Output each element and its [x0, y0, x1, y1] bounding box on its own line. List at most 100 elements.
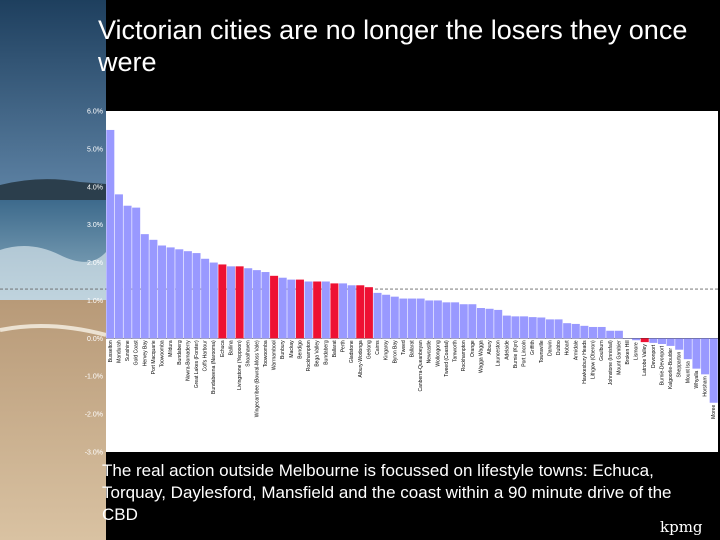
category-label: Perth — [341, 340, 347, 352]
category-label: Sunshine — [125, 340, 131, 361]
category-label: Port Lincoln — [522, 340, 528, 367]
bar — [433, 300, 442, 339]
y-tick-label: 1.0% — [87, 298, 103, 305]
category-label: Lismore — [634, 342, 640, 360]
bar — [261, 272, 270, 339]
bar — [597, 326, 606, 339]
bar — [287, 279, 296, 339]
category-label: Latrobe Valley — [642, 344, 648, 376]
category-label: Byron Bay — [392, 340, 398, 364]
category-label: Burnie (Kyn) — [513, 340, 519, 368]
bar — [468, 304, 477, 339]
category-label: Albury-Wodonga — [358, 340, 364, 377]
bar — [511, 316, 520, 339]
category-label: Orange — [470, 340, 476, 357]
category-label: Geelong — [366, 340, 372, 359]
bar — [330, 283, 339, 339]
bar — [416, 298, 425, 339]
category-label: Mildura — [168, 340, 174, 357]
category-label: Whyalla — [694, 370, 700, 388]
bar — [140, 234, 149, 339]
bar — [666, 338, 675, 346]
category-label: Ballina — [228, 340, 234, 355]
category-label: Canberra-Queanbeyan — [418, 340, 424, 391]
category-label: Nowra-Bomaderry — [185, 340, 191, 381]
category-label: Livingstone (Yeppoon) — [237, 340, 243, 390]
bar — [407, 298, 417, 339]
bar — [192, 253, 201, 339]
category-label: Ballarat — [410, 340, 416, 358]
bar — [640, 338, 649, 343]
category-label: Lithgow (Oberon) — [591, 340, 597, 379]
category-label: Moree — [711, 405, 717, 419]
slide-footer-text: The real action outside Melbourne is foc… — [102, 461, 672, 524]
bar — [451, 302, 460, 339]
slide-title: Victorian cities are no longer the loser… — [98, 15, 688, 77]
category-label: Mandurah — [116, 340, 122, 363]
bar — [209, 262, 218, 339]
bar — [502, 315, 511, 339]
category-label: Horsham — [703, 376, 709, 396]
bar — [373, 292, 382, 339]
bar — [476, 308, 485, 339]
category-label: Gold Coast — [134, 340, 140, 366]
category-label: Burnie-Devonport — [659, 345, 665, 385]
y-tick-label: 0.0% — [87, 336, 103, 343]
bar — [114, 194, 123, 339]
category-label: Mackay — [289, 340, 295, 358]
bar — [683, 338, 692, 360]
bar — [252, 270, 261, 339]
category-label: Hervey Bay — [142, 340, 148, 366]
bar — [201, 258, 210, 339]
bars-group — [106, 129, 718, 403]
bar — [347, 285, 356, 339]
category-label: Newcastle — [427, 340, 433, 363]
bar — [235, 266, 244, 339]
category-label: Hawkesbury Heads — [582, 340, 588, 384]
y-tick-label: -2.0% — [85, 412, 103, 419]
category-label: Shepparton — [677, 351, 683, 377]
bar — [580, 325, 589, 339]
bar — [218, 264, 227, 339]
bar — [459, 304, 468, 339]
bar — [339, 283, 348, 339]
bar — [528, 317, 537, 339]
category-label: Bendigo — [297, 340, 303, 359]
bar — [321, 281, 330, 339]
category-label: Gladstone — [349, 340, 355, 363]
category-label: Wagga Wagga — [478, 340, 484, 373]
category-label: Devonport — [651, 344, 657, 368]
bar — [270, 275, 279, 339]
category-labels-group: Busselton Mandurah Sunshine Gold Coast Herve… — [108, 340, 717, 419]
bar — [364, 287, 373, 339]
category-label: Armidale — [573, 340, 579, 360]
kpmg-logo: kpmg — [660, 518, 703, 536]
bar — [554, 319, 563, 339]
bar — [701, 338, 710, 375]
category-label: Rockhampton — [306, 340, 312, 371]
bar — [494, 309, 503, 339]
bar — [563, 323, 572, 339]
category-label: Townsville — [539, 340, 545, 363]
y-tick-label: 6.0% — [87, 109, 103, 116]
category-label: Adelaide — [504, 340, 510, 360]
bar — [442, 302, 451, 339]
y-tick-label: -3.0% — [85, 450, 103, 457]
bar — [304, 281, 313, 339]
category-label: Bundaberg — [177, 340, 183, 365]
category-label: Launceston — [496, 340, 502, 366]
bar — [295, 279, 304, 339]
category-label: Mount Isa — [685, 361, 691, 383]
bar — [571, 323, 580, 339]
bar — [106, 129, 115, 339]
category-label: Hobart — [565, 340, 571, 356]
bar — [649, 338, 658, 343]
category-label: Warrnambool — [272, 340, 278, 370]
bar — [657, 338, 666, 345]
bar — [709, 338, 718, 403]
bar — [166, 247, 175, 339]
category-label: Tweed — [401, 340, 407, 355]
y-tick-label: 4.0% — [87, 184, 103, 191]
category-label: Rockhampton — [461, 340, 467, 371]
